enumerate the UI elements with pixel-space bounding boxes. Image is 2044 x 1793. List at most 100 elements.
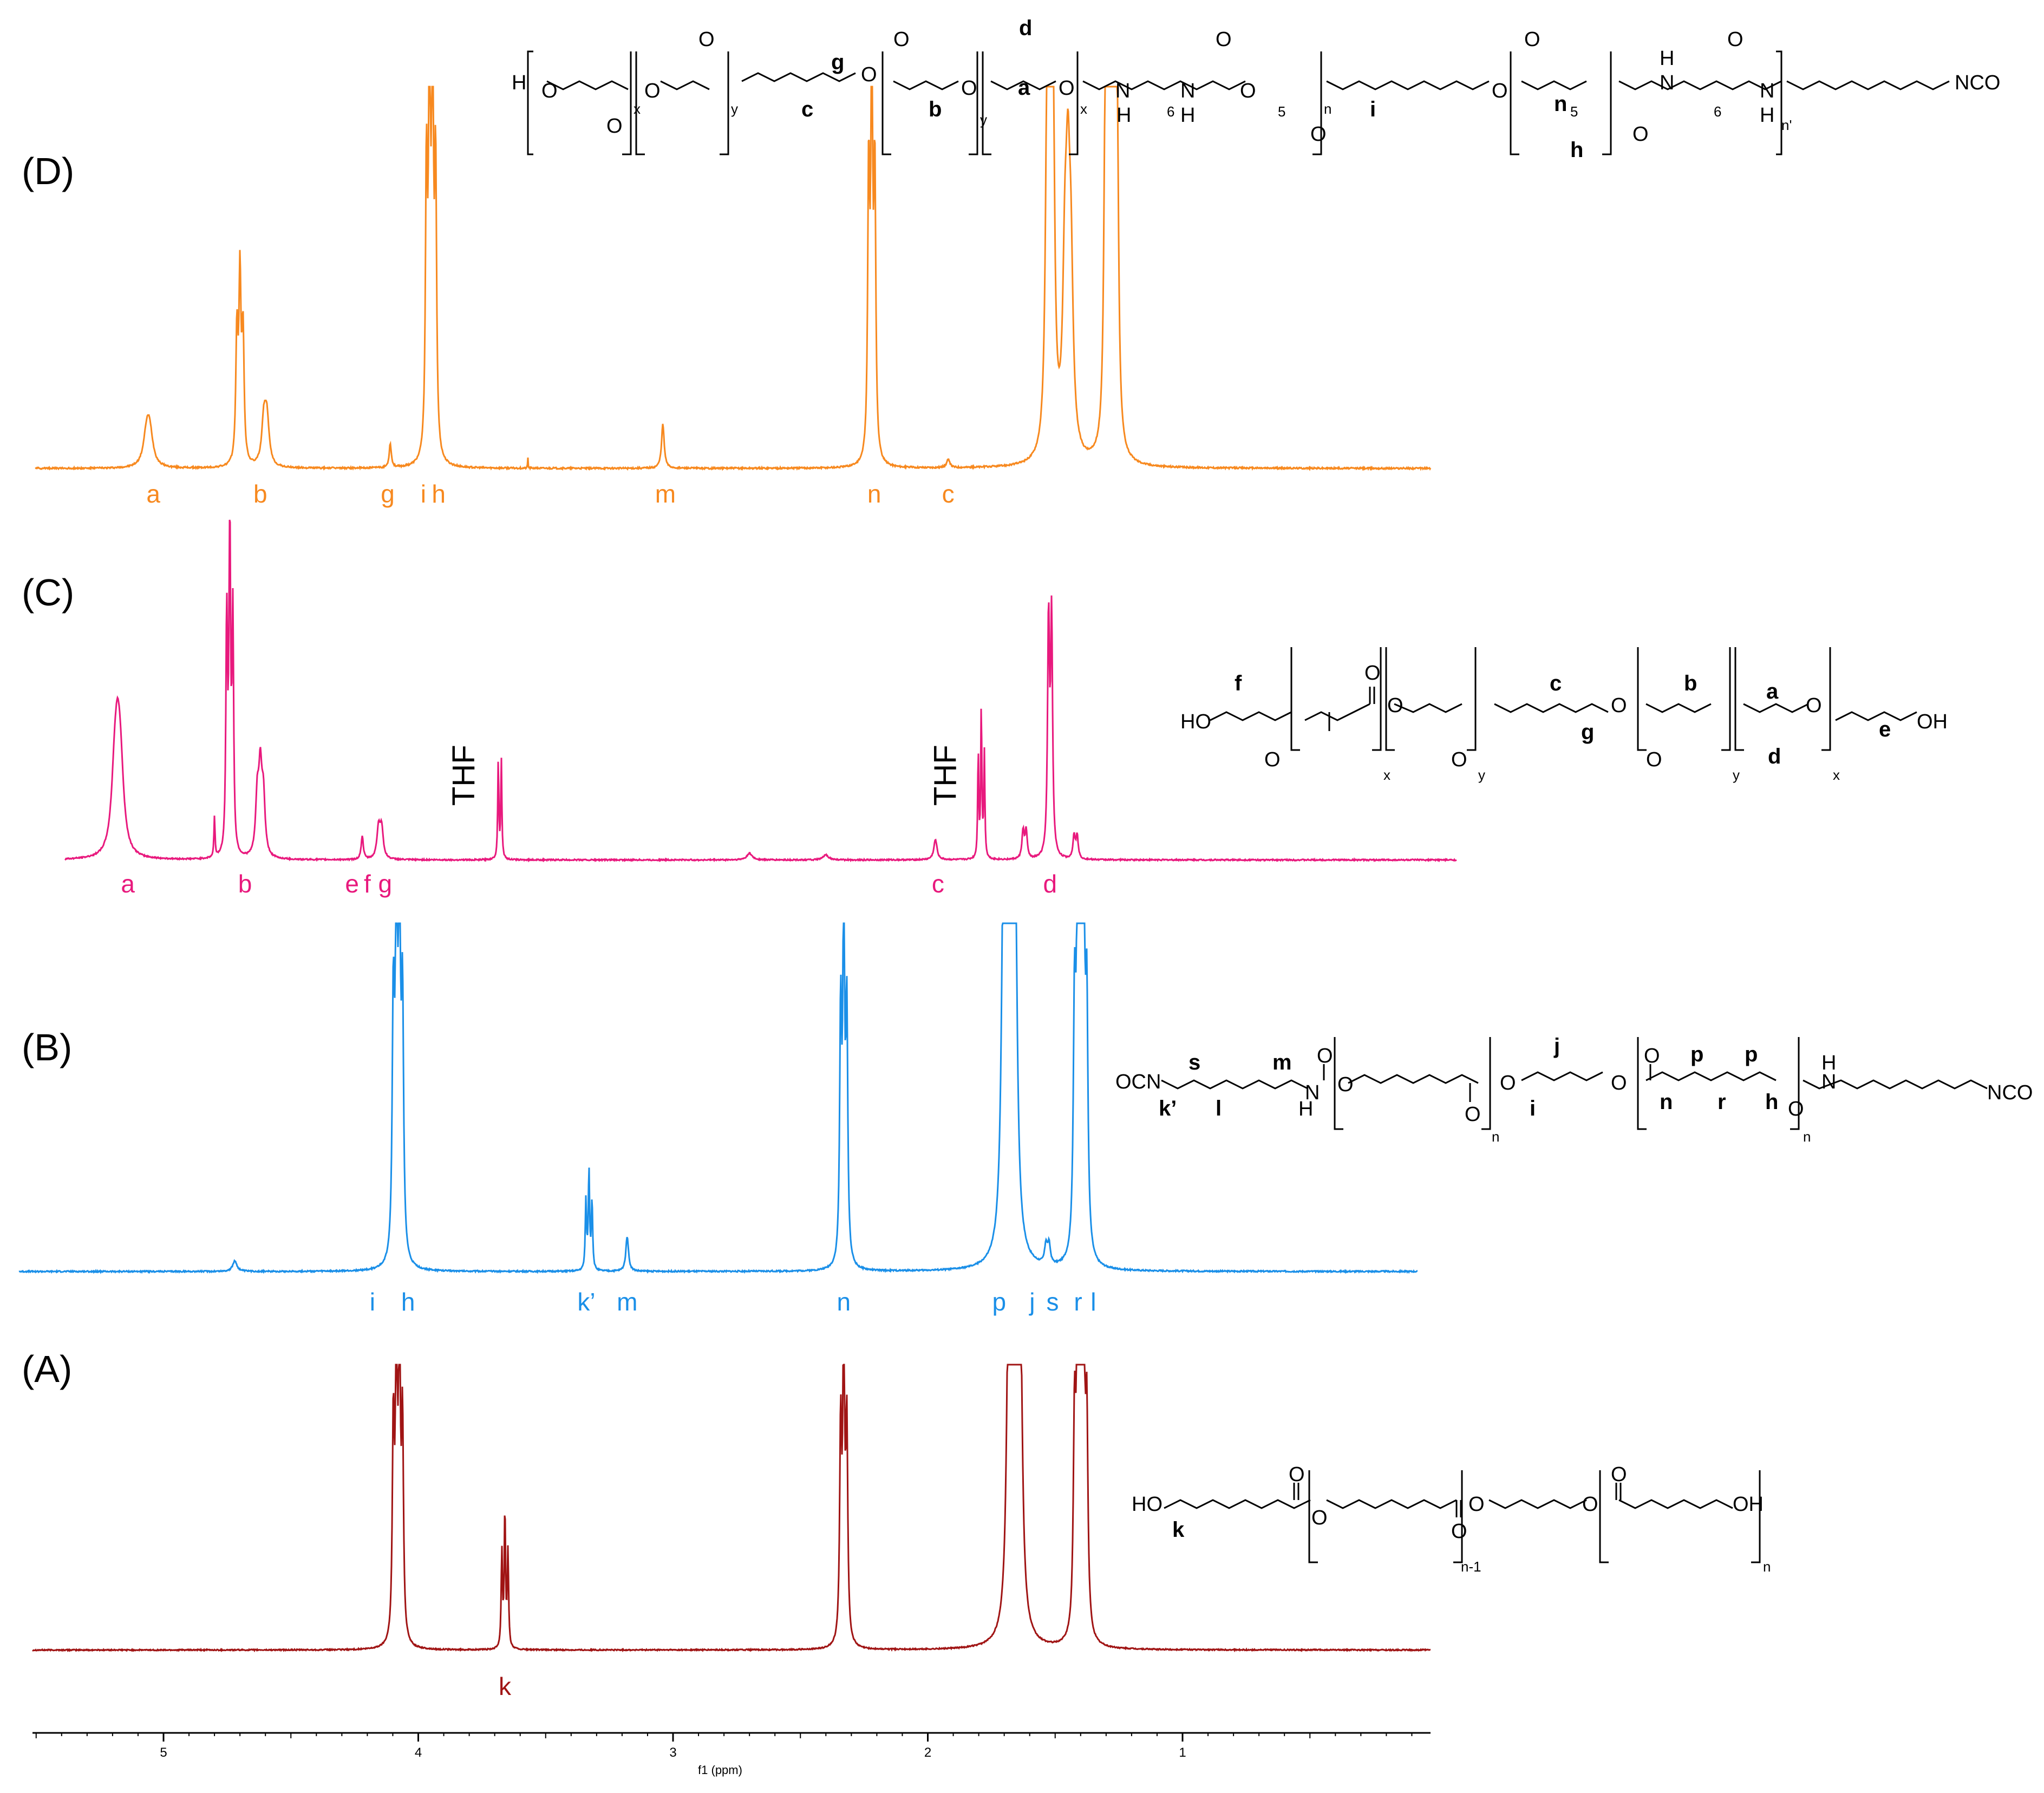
struct-d-sub: 6 bbox=[1167, 103, 1174, 120]
struct-d-text: O bbox=[698, 28, 715, 51]
peak-label: p bbox=[992, 1288, 1006, 1316]
peak-label: k bbox=[499, 1672, 512, 1700]
struct-d-text: H bbox=[1180, 104, 1195, 127]
peak-label: i bbox=[370, 1288, 375, 1316]
struct-d-text: N bbox=[1760, 80, 1774, 102]
peak-label: g bbox=[378, 870, 393, 898]
panel-label-d: (D) bbox=[22, 150, 74, 192]
peak-label: a bbox=[146, 480, 160, 508]
struct-c-sub: y bbox=[1733, 767, 1740, 783]
panel-label-b: (B) bbox=[22, 1026, 72, 1068]
struct-a-text: O bbox=[1311, 1507, 1328, 1529]
struct-d-text: O bbox=[1310, 123, 1327, 146]
struct-d-text: H bbox=[1760, 104, 1774, 127]
struct-a-text: HO bbox=[1132, 1493, 1163, 1516]
struct-d-text: b bbox=[929, 97, 942, 121]
struct-d-text: O bbox=[644, 80, 661, 102]
struct-b-sub: n bbox=[1803, 1129, 1811, 1145]
struct-b-sub: n bbox=[1492, 1129, 1499, 1145]
structure-a: HO k O O O O O O OH n-1 n bbox=[1132, 1463, 1771, 1575]
struct-d-text: O bbox=[1216, 28, 1232, 51]
solvent-label: THF bbox=[446, 745, 481, 806]
spectrum-panel-b: i h k’ m n p j s r l bbox=[18, 922, 1418, 1316]
peak-label: l bbox=[1090, 1288, 1096, 1316]
structure-b: OCN k’ s l m H N O O n j i O O O p p n r… bbox=[1115, 1034, 2033, 1145]
struct-c-text: O bbox=[1646, 748, 1662, 771]
struct-a-text: O bbox=[1289, 1463, 1305, 1486]
struct-d-sub: x bbox=[634, 101, 641, 117]
struct-c-text: O bbox=[1387, 694, 1403, 717]
struct-d-text: c bbox=[801, 97, 813, 121]
peak-label: n bbox=[867, 480, 881, 508]
peak-label: b bbox=[253, 480, 267, 508]
peak-label: e bbox=[345, 870, 359, 898]
x-tick-label: 3 bbox=[669, 1745, 676, 1760]
struct-c-text: O bbox=[1611, 694, 1627, 717]
struct-d-text: N bbox=[1660, 71, 1674, 94]
struct-b-text: s bbox=[1188, 1051, 1200, 1074]
struct-d-text: H bbox=[1116, 104, 1131, 127]
struct-d-text: a bbox=[1018, 76, 1030, 100]
peak-label: a bbox=[121, 870, 135, 898]
struct-d-text: H bbox=[512, 71, 526, 94]
solvent-label: THF bbox=[928, 745, 963, 806]
x-tick-label: 1 bbox=[1179, 1745, 1186, 1760]
struct-b-text: n bbox=[1660, 1090, 1673, 1114]
struct-d-text: O bbox=[1059, 77, 1075, 100]
x-axis-label: f1 (ppm) bbox=[698, 1763, 742, 1777]
structure-d: H O O x O O y g c O O b y d a O x O N H … bbox=[512, 16, 2000, 162]
struct-d-sub: y bbox=[980, 112, 987, 128]
struct-b-text: N bbox=[1305, 1081, 1320, 1104]
struct-a-text: k bbox=[1172, 1518, 1185, 1542]
struct-d-sub: n bbox=[1324, 101, 1331, 117]
peak-label: k’ bbox=[577, 1288, 595, 1316]
struct-d-text: O bbox=[541, 80, 558, 102]
struct-d-sub: 5 bbox=[1570, 103, 1578, 120]
struct-b-text: O bbox=[1500, 1072, 1516, 1094]
peak-label: i bbox=[421, 480, 426, 508]
peak-label: c bbox=[942, 480, 955, 508]
struct-d-text: N bbox=[1180, 80, 1195, 102]
peak-label: m bbox=[655, 480, 676, 508]
struct-b-text: r bbox=[1718, 1090, 1726, 1114]
struct-a-sub: n-1 bbox=[1461, 1559, 1481, 1575]
spectrum-trace bbox=[18, 922, 1418, 1274]
struct-c-text: a bbox=[1766, 680, 1779, 703]
spectrum-panel-a: k bbox=[32, 1364, 1431, 1700]
struct-d-text: O bbox=[861, 63, 877, 86]
struct-d-text: N bbox=[1115, 80, 1130, 102]
struct-b-text: H bbox=[1298, 1098, 1313, 1120]
struct-b-text: OCN bbox=[1115, 1071, 1161, 1093]
peak-label: h bbox=[401, 1288, 415, 1316]
struct-c-sub: y bbox=[1478, 767, 1485, 783]
x-axis: 5 4 3 2 1 bbox=[32, 1732, 1431, 1760]
struct-d-text: g bbox=[831, 50, 844, 74]
peak-label: s bbox=[1047, 1288, 1059, 1316]
struct-d-text: O bbox=[893, 28, 910, 51]
struct-c-text: O bbox=[1264, 748, 1281, 771]
struct-c-sub: x bbox=[1383, 767, 1390, 783]
struct-c-text: d bbox=[1768, 745, 1781, 768]
struct-c-text: OH bbox=[1917, 710, 1948, 733]
peak-label: n bbox=[837, 1288, 851, 1316]
spectrum-trace bbox=[64, 519, 1457, 863]
struct-d-text: NCO bbox=[1955, 71, 2000, 94]
panel-label-c: (C) bbox=[22, 571, 74, 614]
struct-b-text: l bbox=[1216, 1097, 1222, 1120]
struct-b-text: O bbox=[1788, 1098, 1804, 1120]
struct-d-sub: x bbox=[1080, 101, 1087, 117]
struct-c-text: O bbox=[1806, 694, 1822, 717]
x-tick-label: 5 bbox=[160, 1745, 167, 1760]
struct-c-text: c bbox=[1550, 671, 1562, 695]
struct-d-text: O bbox=[1524, 28, 1540, 51]
panel-label-a: (A) bbox=[22, 1348, 72, 1390]
struct-d-text: O bbox=[1632, 123, 1649, 146]
struct-d-text: n bbox=[1554, 92, 1567, 116]
struct-c-sub: x bbox=[1833, 767, 1840, 783]
peak-label: d bbox=[1043, 870, 1057, 898]
struct-c-text: b bbox=[1684, 671, 1697, 695]
spectrum-trace bbox=[32, 1364, 1431, 1653]
